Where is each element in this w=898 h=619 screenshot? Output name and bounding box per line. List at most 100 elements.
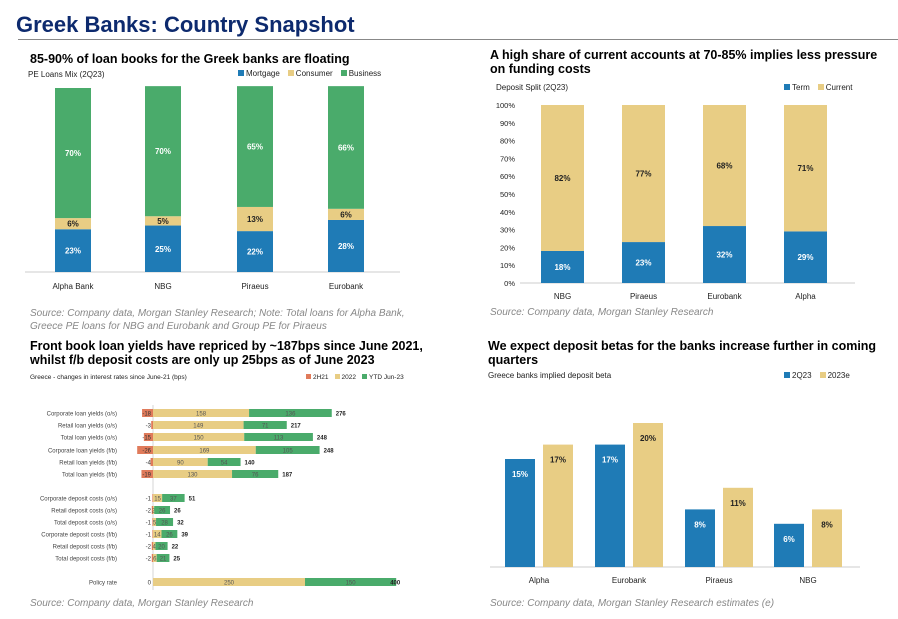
title-divider (18, 39, 898, 40)
bar-ytd (232, 470, 279, 478)
chart4-legend: 2Q23 2023e (784, 371, 850, 380)
data-label: 15% (512, 470, 528, 479)
data-label: 149 (193, 424, 204, 430)
data-label: 28 (161, 521, 168, 527)
bar-2022 (153, 409, 250, 417)
data-label: 6% (340, 210, 352, 219)
legend-2023e: 2023e (819, 371, 850, 380)
data-label: 65% (247, 143, 263, 152)
data-label-2h21: -2 (146, 557, 152, 563)
bar-ytd (305, 578, 397, 586)
data-label: 26 (159, 509, 166, 515)
data-label: 14 (154, 533, 161, 539)
bar-consumer (145, 216, 181, 226)
bar-term (622, 242, 665, 283)
bar-2022 (153, 494, 163, 502)
y-tick-label: 90% (500, 119, 515, 128)
y-tick-label: 60% (500, 172, 515, 181)
data-label: 17% (550, 456, 566, 465)
bar-ytd (155, 542, 168, 550)
data-label: 20 (158, 545, 165, 551)
y-tick-label: 80% (500, 137, 515, 146)
chart3-svg: Corporate loan yields (o/s) -18 158 136 276R… (40, 405, 401, 590)
bar-ytd (207, 458, 241, 466)
bar-2h21 (151, 554, 153, 562)
data-label-2h21: -1 (146, 497, 152, 503)
bar-term (784, 231, 827, 283)
data-label: 13% (247, 215, 263, 224)
bar-2022 (153, 506, 155, 514)
y-tick-label: 30% (500, 226, 515, 235)
y-tick-label: 50% (500, 190, 515, 199)
legend-consumer: Consumer (287, 69, 333, 78)
data-label: 90 (177, 461, 184, 467)
chart3-source: Source: Company data, Morgan Stanley Res… (30, 598, 254, 609)
data-label: 20% (640, 434, 656, 443)
data-label: 23% (635, 259, 651, 268)
category-label: Piraeus (241, 282, 268, 291)
data-label-2h21: -1 (146, 521, 152, 527)
bar-2h21 (150, 458, 153, 466)
data-label-2h21: -2 (146, 509, 152, 515)
data-label: 26 (166, 533, 173, 539)
bar-2h21 (152, 518, 153, 526)
category-label: Total loan yields (o/s) (61, 436, 117, 442)
bar-term (703, 226, 746, 283)
data-label: 54 (221, 461, 228, 467)
data-label: 150 (194, 436, 205, 442)
bar-2022 (153, 446, 256, 454)
data-label: 15 (154, 497, 161, 503)
bar-consumer (55, 218, 91, 230)
category-label: Total deposit costs (f/b) (55, 557, 117, 563)
category-label: Policy rate (89, 581, 118, 587)
category-label: NBG (154, 282, 171, 291)
bar-2q23 (774, 523, 804, 567)
data-label: 18% (554, 263, 570, 272)
bar-2022 (153, 470, 233, 478)
bar-2h21 (151, 506, 153, 514)
data-label: 250 (224, 581, 235, 587)
data-label: 71 (262, 424, 269, 430)
data-label: 113 (274, 436, 284, 442)
legend-term: Term (784, 83, 810, 92)
chart3-title: Front book loan yields have repriced by … (30, 339, 423, 367)
bar-2h21 (152, 494, 153, 502)
data-label: 6% (67, 220, 79, 229)
legend-business: Business (340, 69, 381, 78)
data-label: 169 (199, 449, 210, 455)
data-label: 105 (283, 449, 294, 455)
category-label: NBG (554, 292, 571, 301)
y-tick-label: 0% (504, 279, 515, 288)
legend-ytd: YTD Jun-23 (362, 374, 404, 381)
total-label: 187 (282, 473, 293, 479)
data-label: 68% (716, 162, 732, 171)
chart4-source: Source: Company data, Morgan Stanley Res… (490, 598, 775, 609)
data-label-2h21: -18 (142, 412, 151, 418)
category-label: Retail loan yields (o/s) (58, 424, 117, 430)
data-label: 4 (153, 545, 157, 551)
bar-2022 (153, 421, 244, 429)
data-label: 21 (160, 557, 167, 563)
data-label: 82% (554, 174, 570, 183)
y-tick-label: 40% (500, 208, 515, 217)
category-label: NBG (799, 576, 816, 585)
data-label-2h21: -2 (146, 545, 152, 551)
chart3-legend: 2H21 2022 YTD Jun-23 (306, 374, 404, 381)
y-tick-label: 10% (500, 261, 515, 270)
total-label: 248 (324, 449, 335, 455)
chart1-title: 85-90% of loan books for the Greek banks… (30, 52, 350, 66)
bar-2023e (723, 487, 753, 567)
chart3-subtitle: Greece - changes in interest rates since… (30, 374, 187, 381)
data-label: 25% (155, 245, 171, 254)
bar-2q23 (685, 509, 715, 567)
bar-ytd (244, 433, 313, 441)
page-title: Greek Banks: Country Snapshot (16, 12, 355, 37)
bar-current (703, 105, 746, 227)
data-label: 37 (170, 497, 177, 503)
data-label: 22% (247, 248, 263, 257)
data-label: 6 (153, 557, 157, 563)
data-label: 6% (783, 535, 795, 544)
bar-2022 (153, 530, 162, 538)
data-label: 29% (797, 253, 813, 262)
